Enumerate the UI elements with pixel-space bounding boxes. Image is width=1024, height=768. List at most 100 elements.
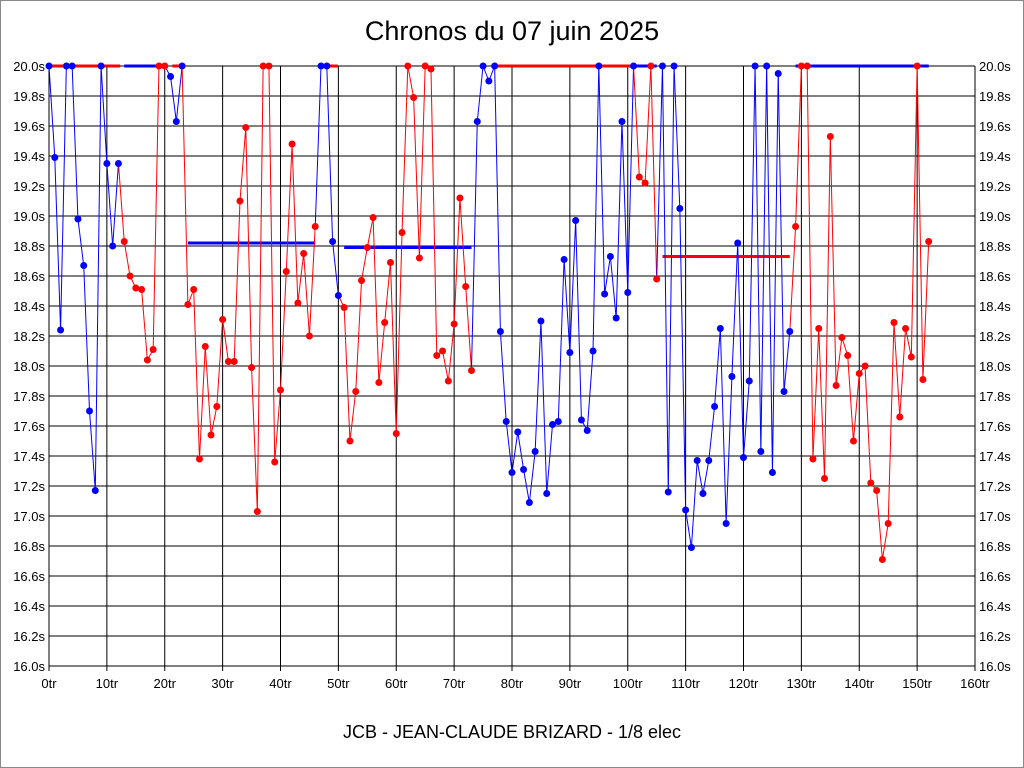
series-line-segment [216, 319, 224, 407]
data-point [919, 376, 927, 383]
series-line-segment [499, 331, 507, 422]
data-point [375, 379, 383, 386]
chart-title: Chronos du 07 juin 2025 [364, 16, 660, 46]
data-point [178, 62, 186, 70]
series-line-segment [575, 220, 582, 421]
data-point [896, 413, 904, 421]
series-line-segment [372, 217, 380, 383]
y-tick-label-right: 17.0s [979, 509, 1011, 524]
data-point [745, 377, 753, 385]
data-point [334, 292, 342, 299]
series-line-segment [366, 217, 374, 248]
data-point [132, 284, 140, 292]
series-line-segment [349, 391, 357, 442]
data-point [514, 428, 522, 436]
data-point [404, 62, 412, 70]
y-tick-label-left: 19.2s [13, 179, 45, 194]
series-line-segment [818, 328, 826, 479]
data-point [890, 319, 898, 326]
y-tick-label-right: 18.6s [979, 269, 1011, 284]
data-point [618, 118, 626, 125]
x-tick-label: 160tr [960, 676, 990, 691]
data-point [224, 358, 232, 365]
data-point [925, 238, 933, 245]
data-point [722, 520, 730, 527]
data-point [195, 455, 203, 463]
data-point [572, 217, 580, 224]
y-tick-label-right: 18.4s [979, 299, 1011, 314]
data-point [479, 62, 487, 70]
data-point [774, 70, 782, 77]
data-point [103, 160, 111, 167]
series-line-segment [592, 65, 600, 352]
x-tick-label: 130tr [787, 676, 817, 691]
series-line-segment [285, 143, 293, 272]
data-point [664, 488, 672, 496]
x-tick-label: 140tr [844, 676, 874, 691]
data-point [190, 286, 198, 293]
series-line-segment [563, 259, 571, 353]
y-tick-label-left: 19.4s [13, 149, 45, 164]
data-point [201, 343, 209, 350]
series-line-segment [89, 410, 96, 491]
series-line-segment [806, 65, 814, 460]
y-tick-label-left: 16.6s [13, 569, 45, 584]
data-point [699, 490, 707, 497]
data-point [253, 508, 261, 515]
data-point [248, 364, 256, 371]
series-line-segment [893, 322, 901, 418]
data-point [496, 328, 504, 335]
series-line-segment [609, 256, 617, 319]
series-line-segment [876, 490, 883, 560]
series-line-segment [719, 328, 727, 524]
data-point [155, 62, 163, 70]
data-point [647, 62, 655, 70]
y-tick-label-left: 18.2s [13, 329, 45, 344]
data-point [583, 427, 591, 434]
series-line-segment [447, 323, 455, 382]
series-line-segment [887, 322, 895, 524]
x-tick-label: 40tr [269, 676, 292, 691]
series-line-segment [685, 509, 692, 548]
data-point [282, 268, 290, 275]
series-line-segment [303, 253, 310, 337]
series-line-segment [106, 163, 114, 247]
y-tick-label-right: 17.6s [979, 419, 1011, 434]
series-line-segment [679, 208, 687, 511]
series-line-segment [673, 65, 681, 209]
series-line-segment [280, 271, 287, 391]
series-line-segment [702, 460, 710, 494]
data-point [740, 454, 747, 461]
series-line-segment [389, 262, 397, 434]
data-point [606, 253, 614, 260]
data-point [369, 214, 377, 221]
series-line-segment [361, 247, 368, 281]
series-line-segment [100, 65, 108, 164]
series-line-segment [384, 262, 391, 323]
x-tick-label: 110tr [671, 676, 700, 691]
series-line-segment [777, 73, 785, 392]
y-tick-label-right: 18.8s [979, 239, 1011, 254]
y-tick-label-right: 19.2s [979, 179, 1011, 194]
data-point [485, 77, 493, 85]
y-tick-label-right: 18.0s [979, 359, 1011, 374]
y-tick-label-right: 18.2s [979, 329, 1011, 344]
series-line-segment [401, 65, 409, 233]
x-tick-label: 90tr [559, 676, 582, 691]
series-line-segment [48, 65, 56, 158]
series-line-segment [604, 256, 611, 295]
data-point [786, 328, 794, 335]
series-line-segment [621, 121, 629, 293]
series-line-segment [308, 226, 316, 337]
series-line-segment [754, 65, 762, 452]
series-line-segment [71, 65, 79, 220]
data-point [138, 286, 146, 293]
data-point [728, 373, 736, 380]
y-tick-label-right: 16.4s [979, 599, 1011, 614]
data-point [849, 437, 857, 445]
series-line-segment [83, 265, 91, 412]
series-line-segment [453, 197, 461, 325]
x-tick-label: 20tr [154, 676, 177, 691]
data-point [120, 238, 128, 245]
data-point [329, 238, 337, 245]
